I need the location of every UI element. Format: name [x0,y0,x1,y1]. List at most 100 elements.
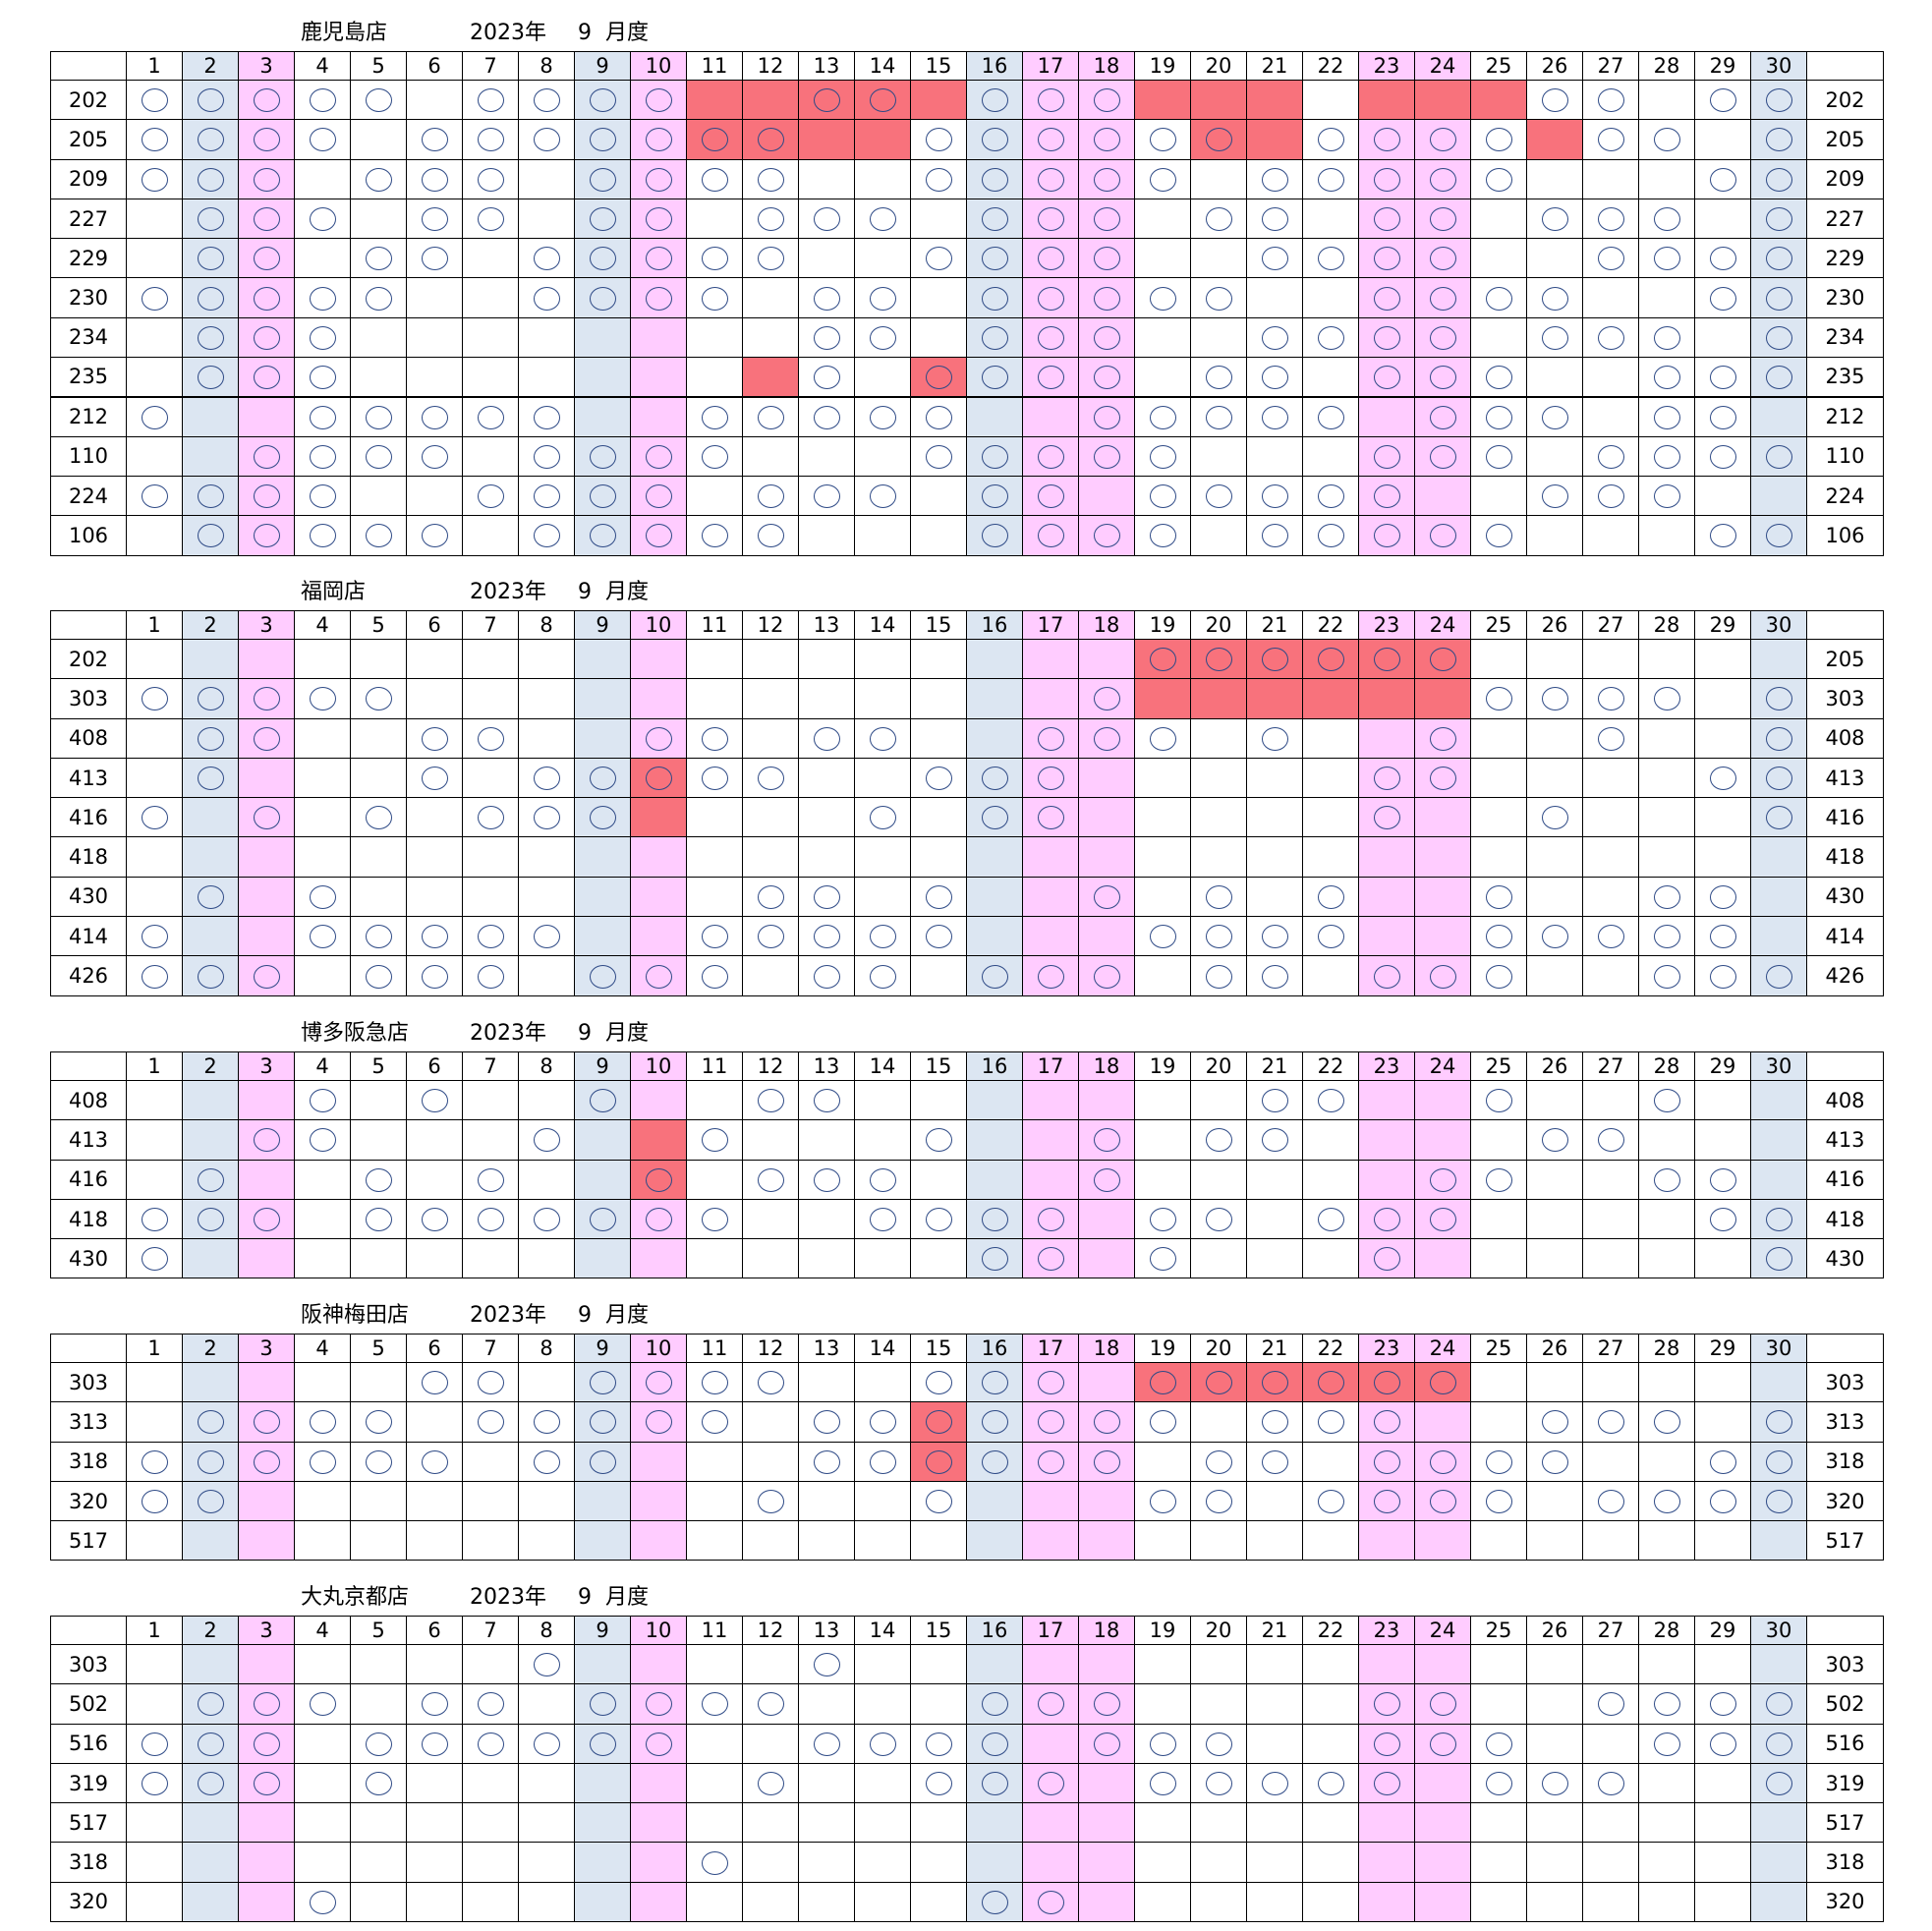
schedule-cell[interactable] [1470,1361,1527,1403]
schedule-cell[interactable] [518,277,575,318]
schedule-cell[interactable] [1582,1238,1639,1279]
schedule-cell[interactable] [1078,395,1135,437]
schedule-cell[interactable] [406,1802,463,1844]
schedule-cell[interactable] [1638,238,1695,279]
schedule-cell[interactable] [1190,316,1247,359]
schedule-cell[interactable] [1414,1842,1471,1883]
schedule-cell[interactable] [574,1198,631,1240]
schedule-cell[interactable] [630,678,687,719]
schedule-cell[interactable] [742,357,799,398]
schedule-cell[interactable] [798,475,855,517]
schedule-cell[interactable] [126,1198,183,1240]
schedule-cell[interactable] [1526,1159,1583,1200]
schedule-cell[interactable] [910,797,967,838]
schedule-cell[interactable] [1750,1238,1807,1279]
schedule-cell[interactable] [910,435,967,477]
schedule-cell[interactable] [350,678,407,719]
schedule-cell[interactable] [1190,1520,1247,1562]
schedule-cell[interactable] [1302,717,1359,759]
schedule-cell[interactable] [854,79,911,121]
schedule-cell[interactable] [1470,1762,1527,1804]
schedule-cell[interactable] [630,1119,687,1161]
schedule-cell[interactable] [462,1881,519,1923]
schedule-cell[interactable] [742,1842,799,1883]
schedule-cell[interactable] [630,1480,687,1522]
schedule-cell[interactable] [1750,277,1807,318]
schedule-cell[interactable] [742,435,799,477]
schedule-cell[interactable] [238,119,295,160]
schedule-cell[interactable] [910,1361,967,1403]
schedule-cell[interactable] [1470,395,1527,437]
schedule-cell[interactable] [742,1643,799,1685]
schedule-cell[interactable] [1582,797,1639,838]
schedule-cell[interactable] [574,277,631,318]
schedule-cell[interactable] [350,238,407,279]
schedule-cell[interactable] [966,1159,1023,1200]
schedule-cell[interactable] [518,198,575,240]
schedule-cell[interactable] [1134,876,1191,918]
schedule-cell[interactable] [1078,316,1135,359]
schedule-cell[interactable] [350,1119,407,1161]
schedule-cell[interactable] [126,797,183,838]
schedule-cell[interactable] [1078,1079,1135,1121]
schedule-cell[interactable] [294,876,351,918]
schedule-cell[interactable] [350,1401,407,1443]
schedule-cell[interactable] [1302,435,1359,477]
schedule-cell[interactable] [1078,1842,1135,1883]
schedule-cell[interactable] [1526,277,1583,318]
schedule-cell[interactable] [574,757,631,799]
schedule-cell[interactable] [182,475,239,517]
schedule-cell[interactable] [1302,395,1359,437]
schedule-cell[interactable] [798,277,855,318]
schedule-cell[interactable] [1526,1881,1583,1923]
schedule-cell[interactable] [742,1119,799,1161]
schedule-cell[interactable] [1414,1802,1471,1844]
schedule-cell[interactable] [406,678,463,719]
schedule-cell[interactable] [1022,836,1079,878]
schedule-cell[interactable] [126,79,183,121]
schedule-cell[interactable] [1414,198,1471,240]
schedule-cell[interactable] [966,1401,1023,1443]
schedule-cell[interactable] [350,1159,407,1200]
schedule-cell[interactable] [686,435,743,477]
schedule-cell[interactable] [406,277,463,318]
schedule-cell[interactable] [1134,955,1191,996]
schedule-cell[interactable] [406,435,463,477]
schedule-cell[interactable] [1414,238,1471,279]
schedule-cell[interactable] [1134,1520,1191,1562]
schedule-cell[interactable] [406,1198,463,1240]
schedule-cell[interactable] [1470,1441,1527,1482]
schedule-cell[interactable] [1750,1198,1807,1240]
schedule-cell[interactable] [1526,1238,1583,1279]
schedule-cell[interactable] [742,1802,799,1844]
schedule-cell[interactable] [1638,435,1695,477]
schedule-cell[interactable] [238,916,295,957]
schedule-cell[interactable] [1750,395,1807,437]
schedule-cell[interactable] [350,316,407,359]
schedule-cell[interactable] [406,717,463,759]
schedule-cell[interactable] [1526,395,1583,437]
schedule-cell[interactable] [1190,1723,1247,1764]
schedule-cell[interactable] [126,1762,183,1804]
schedule-cell[interactable] [686,797,743,838]
schedule-cell[interactable] [126,1401,183,1443]
schedule-cell[interactable] [1582,1842,1639,1883]
schedule-cell[interactable] [1526,357,1583,398]
schedule-cell[interactable] [1190,198,1247,240]
schedule-cell[interactable] [1750,435,1807,477]
schedule-cell[interactable] [126,1643,183,1685]
schedule-cell[interactable] [910,1480,967,1522]
schedule-cell[interactable] [966,678,1023,719]
schedule-cell[interactable] [1246,678,1303,719]
schedule-cell[interactable] [1134,678,1191,719]
schedule-cell[interactable] [910,79,967,121]
schedule-cell[interactable] [126,515,183,556]
schedule-cell[interactable] [1302,638,1359,680]
schedule-cell[interactable] [1750,1762,1807,1804]
schedule-cell[interactable] [854,475,911,517]
schedule-cell[interactable] [910,1643,967,1685]
schedule-cell[interactable] [630,515,687,556]
schedule-cell[interactable] [1358,1238,1415,1279]
schedule-cell[interactable] [1022,678,1079,719]
schedule-cell[interactable] [910,119,967,160]
